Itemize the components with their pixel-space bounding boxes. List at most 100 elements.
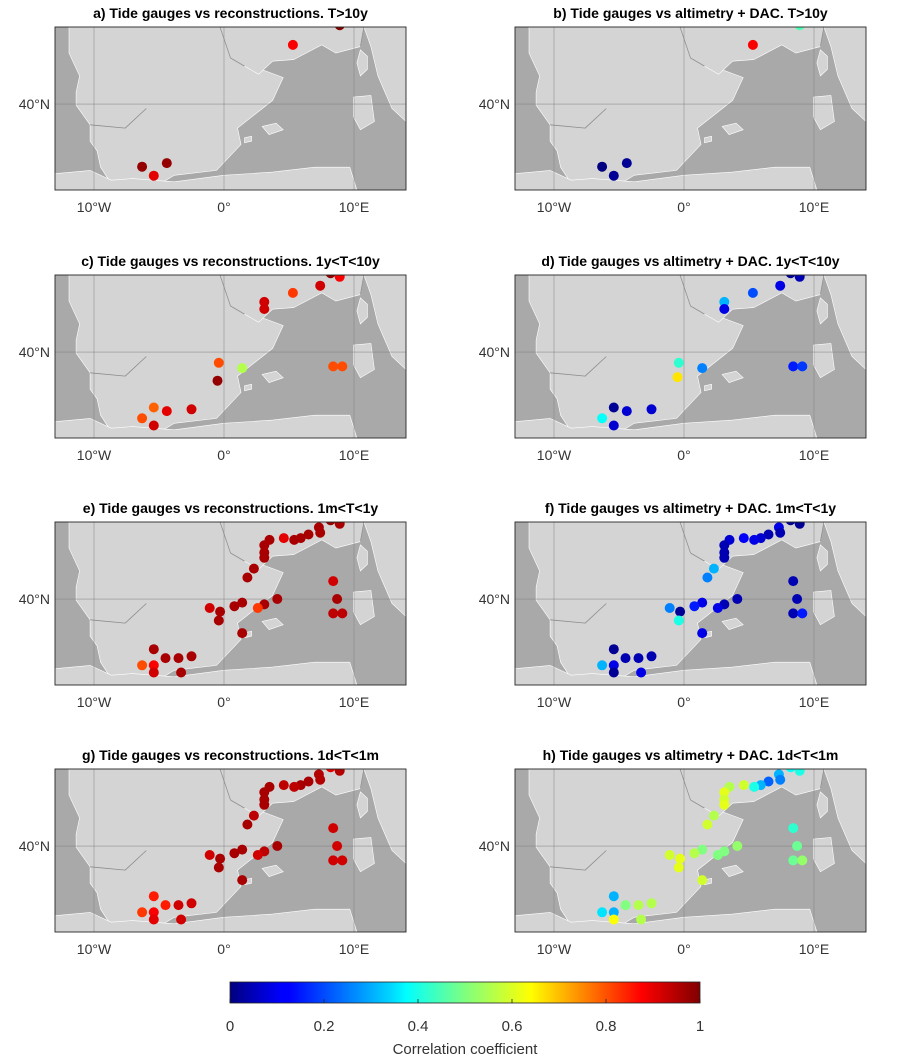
tide-gauge-marker: [137, 660, 148, 671]
tide-gauge-marker: [148, 402, 159, 413]
tide-gauge-marker: [708, 563, 719, 574]
tide-gauge-marker: [792, 594, 803, 604]
tide-gauge-marker: [335, 27, 345, 31]
tide-gauge-marker: [664, 850, 675, 860]
country-border: [219, 769, 231, 801]
country-border: [820, 522, 825, 542]
x-tick-label: 10°W: [537, 694, 572, 710]
panel-b-title: b) Tide gauges vs altimetry + DAC. T>10y: [553, 5, 828, 21]
tide-gauge-marker: [252, 603, 263, 613]
tide-gauge-marker: [597, 907, 608, 918]
land-north-africa: [55, 661, 358, 685]
tide-gauge-marker: [620, 653, 631, 664]
x-tick-label: 10°E: [339, 941, 370, 957]
tide-gauge-marker: [689, 601, 700, 612]
y-tick-label: 40°N: [479, 591, 510, 607]
tide-gauge-marker: [597, 413, 608, 424]
y-tick-label: 40°N: [19, 96, 50, 112]
tide-gauge-marker: [702, 819, 713, 830]
tide-gauge-marker: [173, 900, 184, 911]
country-border: [230, 57, 245, 67]
land-north-africa: [55, 414, 358, 438]
country-border: [230, 552, 245, 562]
panel-frame: [54, 521, 407, 686]
tide-gauge-marker: [697, 363, 708, 374]
tide-gauge-marker: [597, 161, 608, 172]
tide-gauge-marker: [719, 787, 730, 798]
tide-gauge-marker: [738, 533, 749, 544]
tide-gauge-marker: [608, 914, 619, 925]
tide-gauge-marker: [763, 776, 774, 787]
land-north-africa: [55, 166, 358, 190]
country-border: [820, 275, 825, 295]
land-north-africa: [515, 414, 818, 438]
tide-gauge-marker: [697, 628, 708, 639]
tide-gauge-marker: [287, 287, 298, 298]
tide-gauge-marker: [259, 296, 270, 307]
tide-gauge-marker: [334, 522, 345, 529]
panel-h: h) Tide gauges vs altimetry + DAC. 1d<T<…: [479, 747, 867, 957]
tide-gauge-marker: [633, 900, 644, 911]
tide-gauge-marker: [785, 522, 796, 526]
land-north-africa: [515, 661, 818, 685]
tide-gauge-marker: [794, 275, 805, 282]
panel-frame: [54, 768, 407, 933]
land-italy: [363, 522, 406, 617]
tide-gauge-marker: [328, 823, 339, 834]
x-tick-label: 10°W: [77, 447, 112, 463]
x-tick-label: 0°: [217, 199, 230, 215]
land-italy: [823, 275, 866, 370]
tide-gauge-marker: [788, 823, 799, 834]
tide-gauge-marker: [229, 601, 240, 612]
tide-gauge-marker: [161, 158, 172, 169]
country-border: [690, 305, 705, 315]
tide-gauge-marker: [315, 527, 326, 538]
tide-gauge-marker: [334, 275, 345, 282]
land-north-africa: [515, 908, 818, 932]
tide-gauge-marker: [337, 361, 348, 372]
tide-gauge-marker: [633, 653, 644, 664]
tide-gauge-marker: [237, 363, 248, 374]
tide-gauge-marker: [673, 862, 684, 873]
tide-gauge-marker: [137, 413, 148, 424]
tide-gauge-marker: [237, 875, 248, 886]
tide-gauge-marker: [173, 653, 184, 664]
tide-gauge-marker: [204, 603, 215, 613]
country-border: [690, 799, 705, 809]
panel-g-title: g) Tide gauges vs reconstructions. 1d<T<…: [82, 747, 379, 763]
panel-a: a) Tide gauges vs reconstructions. T>10y…: [19, 5, 407, 215]
tide-gauge-marker: [315, 774, 326, 785]
y-tick-label: 40°N: [19, 591, 50, 607]
tide-gauge-marker: [186, 404, 197, 415]
x-tick-label: 10°W: [77, 694, 112, 710]
tide-gauge-marker: [697, 844, 708, 855]
tide-gauge-marker: [229, 848, 240, 859]
tide-gauge-marker: [636, 667, 647, 678]
panel-c: c) Tide gauges vs reconstructions. 1y<T<…: [19, 253, 407, 463]
tide-gauge-marker: [337, 855, 348, 866]
country-border: [360, 769, 365, 789]
x-tick-label: 0°: [217, 941, 230, 957]
country-border: [230, 799, 245, 809]
tide-gauge-marker: [747, 287, 758, 298]
land-majorca: [261, 864, 284, 877]
country-border: [90, 108, 147, 129]
tide-gauge-marker: [160, 653, 171, 664]
country-border: [90, 603, 147, 624]
panel-d-title: d) Tide gauges vs altimetry + DAC. 1y<T<…: [541, 253, 839, 269]
country-border: [360, 27, 365, 47]
tide-gauge-marker: [792, 841, 803, 851]
country-border: [550, 108, 607, 129]
x-tick-label: 10°W: [537, 199, 572, 215]
panel-c-map: [55, 275, 406, 438]
panel-frame: [514, 768, 867, 933]
tide-gauge-marker: [708, 810, 719, 821]
country-border: [690, 552, 705, 562]
x-tick-label: 0°: [217, 447, 230, 463]
tide-gauge-marker: [259, 799, 270, 810]
tide-gauge-marker: [719, 540, 730, 551]
colorbar-tick-label: 0.2: [314, 1018, 335, 1035]
land-corsica: [356, 544, 368, 572]
x-tick-label: 10°E: [339, 447, 370, 463]
tide-gauge-marker: [148, 907, 159, 918]
